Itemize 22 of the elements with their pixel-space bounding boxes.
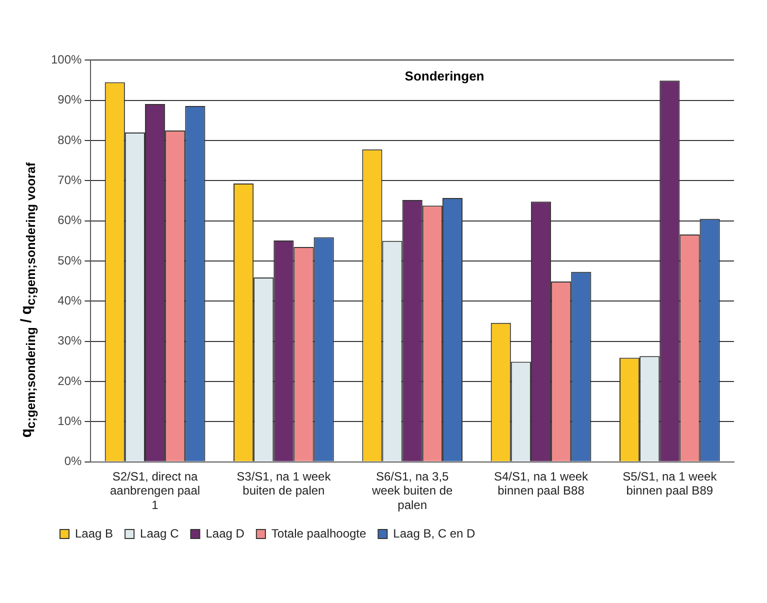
x-tick-label: S4/S1, na 1 week binnen paal B88: [494, 469, 590, 498]
y-tick-label: 0%: [64, 454, 82, 468]
legend-label: Laag C: [140, 526, 180, 540]
x-tick-label: S6/S1, na 3,5 week buiten de palen: [370, 469, 454, 512]
legend-label: Totale paalhoogte: [271, 526, 366, 540]
legend-label: Laag B: [75, 526, 114, 540]
legend-label: Laag D: [206, 526, 245, 540]
y-tick-label: 50%: [58, 253, 82, 268]
y-tick-label: 10%: [58, 414, 82, 428]
x-tick-label: S5/S1, na 1 week binnen paal B89: [622, 469, 718, 498]
y-tick-label: 60%: [58, 213, 82, 228]
y-tick-label: 90%: [58, 92, 82, 107]
x-tick-label: S2/S1, direct na aanbrengen paal 1: [110, 469, 200, 512]
text: Sonderingen: [404, 68, 484, 84]
legend-label: Laag B, C en D: [393, 526, 476, 540]
y-tick-label: 30%: [58, 334, 82, 348]
y-tick-label: 70%: [58, 172, 82, 187]
x-tick-label: S3/S1, na 1 week buiten de palen: [236, 469, 332, 498]
y-tick-label: 40%: [58, 293, 82, 308]
y-tick-label: 100%: [50, 52, 82, 67]
y-tick-label: 80%: [58, 132, 82, 147]
y-tick-label: 20%: [58, 374, 82, 388]
